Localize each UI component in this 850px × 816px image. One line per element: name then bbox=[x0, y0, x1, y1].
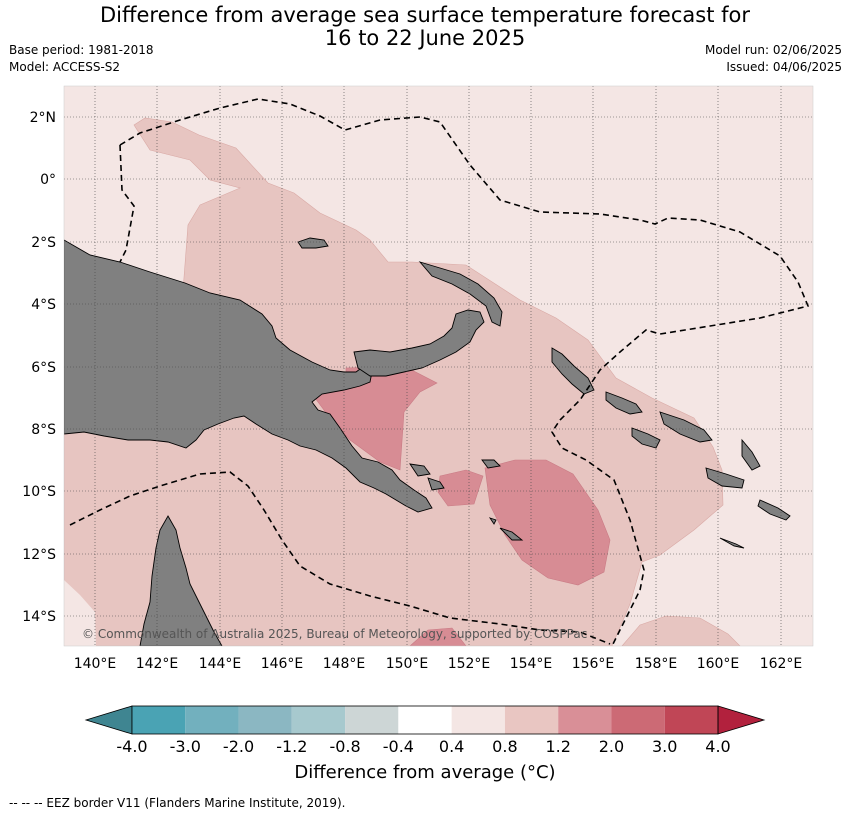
anomaly-region-0.4-0.8-southwest bbox=[64, 580, 96, 646]
lon-tick-labels: 140°E 142°E 144°E 146°E 148°E 150°E 152°… bbox=[74, 656, 803, 672]
lon-tick: 162°E bbox=[760, 656, 803, 672]
lat-tick: 6°S bbox=[31, 360, 56, 376]
colorbar-tick-label: 0.4 bbox=[439, 737, 464, 756]
eez-border bbox=[119, 98, 810, 646]
lon-tick: 156°E bbox=[572, 656, 615, 672]
lat-tick: 2°N bbox=[30, 110, 56, 126]
new-guinea-landmass bbox=[64, 239, 433, 513]
colorbar-tick-label: 2.0 bbox=[599, 737, 624, 756]
colorbar-segment bbox=[611, 706, 665, 734]
colorbar-segment bbox=[558, 706, 612, 734]
lon-tick: 158°E bbox=[635, 656, 678, 672]
anomaly-region-1.2-2.0-solomon-sea bbox=[484, 459, 611, 586]
colorbar-tick-label: -2.0 bbox=[223, 737, 254, 756]
colorbar-tick-label: -4.0 bbox=[116, 737, 147, 756]
map-title-line2: 16 to 22 June 2025 bbox=[324, 26, 526, 50]
colorbar-segment bbox=[291, 706, 346, 734]
colorbar-segment bbox=[345, 706, 399, 734]
lon-tick: 146°E bbox=[261, 656, 304, 672]
solomon-islands-group bbox=[605, 391, 791, 549]
colorbar-extend-low bbox=[84, 705, 133, 735]
colorbar-tick-label: 0.8 bbox=[492, 737, 517, 756]
dentrecasteaux-islands bbox=[409, 459, 501, 491]
copyright-text: © Commonwealth of Australia 2025, Bureau… bbox=[82, 627, 587, 641]
colorbar-tick-label: 3.0 bbox=[652, 737, 677, 756]
bougainville-island bbox=[551, 347, 595, 395]
base-period: Base period: 1981-2018 bbox=[9, 43, 154, 57]
lat-tick: 14°S bbox=[22, 609, 56, 625]
lat-tick-labels: 2°N 0° 2°S 4°S 6°S 8°S 10°S 12°S 14°S bbox=[22, 110, 56, 625]
lat-tick: 0° bbox=[40, 172, 56, 188]
colorbar-tick-label: 4.0 bbox=[705, 737, 730, 756]
lon-tick: 154°E bbox=[510, 656, 553, 672]
lon-tick: 140°E bbox=[74, 656, 117, 672]
colorbar-segment bbox=[664, 706, 718, 734]
colorbar-segment bbox=[185, 706, 239, 734]
lon-tick: 142°E bbox=[136, 656, 179, 672]
manus-island bbox=[297, 237, 329, 249]
new-britain-island bbox=[353, 309, 485, 377]
lat-tick: 4°S bbox=[31, 297, 56, 313]
colorbar-segment bbox=[451, 706, 505, 734]
colorbar-extend-high bbox=[717, 705, 766, 735]
lat-tick: 2°S bbox=[31, 235, 56, 251]
colorbar-segment bbox=[238, 706, 292, 734]
anomaly-region-1.2-2.0-south bbox=[409, 627, 467, 646]
colorbar-tick-label: -0.8 bbox=[329, 737, 360, 756]
map-title-line1: Difference from average sea surface temp… bbox=[100, 3, 750, 27]
footer-legend-note: -- -- -- EEZ border V11 (Flanders Marine… bbox=[9, 796, 346, 810]
map-panel: © Commonwealth of Australia 2025, Bureau… bbox=[64, 86, 813, 646]
lat-tick: 12°S bbox=[22, 547, 56, 563]
model-name: Model: ACCESS-S2 bbox=[9, 60, 121, 74]
lon-tick: 144°E bbox=[199, 656, 242, 672]
model-run: Model run: 02/06/2025 bbox=[704, 43, 842, 57]
lon-tick: 160°E bbox=[697, 656, 740, 672]
cape-york-landmass bbox=[139, 515, 223, 646]
meta-right: Model run: 02/06/2025 Issued: 04/06/2025 bbox=[705, 42, 842, 76]
eez-border-south bbox=[69, 471, 611, 645]
anomaly-region-0.8-1.2-southeast bbox=[621, 615, 741, 646]
map-frame bbox=[63, 85, 814, 647]
louisiade-archipelago bbox=[488, 517, 524, 541]
new-ireland-island bbox=[418, 261, 503, 327]
colorbar-frame bbox=[131, 705, 719, 735]
meta-left: Base period: 1981-2018 Model: ACCESS-S2 bbox=[9, 42, 154, 76]
colorbar-segment bbox=[132, 706, 186, 734]
colorbar-tick-label: -1.2 bbox=[276, 737, 307, 756]
colorbar-segment bbox=[398, 706, 452, 734]
lon-tick: 148°E bbox=[323, 656, 366, 672]
eez-border-west bbox=[119, 144, 135, 263]
lon-tick: 150°E bbox=[386, 656, 429, 672]
issued-date: Issued: 04/06/2025 bbox=[726, 60, 842, 74]
colorbar-tick-label: -0.4 bbox=[383, 737, 414, 756]
colorbar: -4.0 -3.0 -2.0 -1.2 -0.8 -0.4 0.4 0.8 1.2 2.0 3.0 4… bbox=[84, 705, 766, 756]
colorbar-segment bbox=[504, 706, 559, 734]
anomaly-region-1.2-2.0-small bbox=[437, 469, 484, 507]
map-gridlines bbox=[64, 86, 813, 646]
lat-tick: 10°S bbox=[22, 484, 56, 500]
colorbar-tick-label: 1.2 bbox=[545, 737, 570, 756]
lon-tick: 152°E bbox=[448, 656, 491, 672]
colorbar-tick-label: -3.0 bbox=[170, 737, 201, 756]
colorbar-title: Difference from average (°C) bbox=[294, 762, 556, 783]
lat-tick: 8°S bbox=[31, 422, 56, 438]
